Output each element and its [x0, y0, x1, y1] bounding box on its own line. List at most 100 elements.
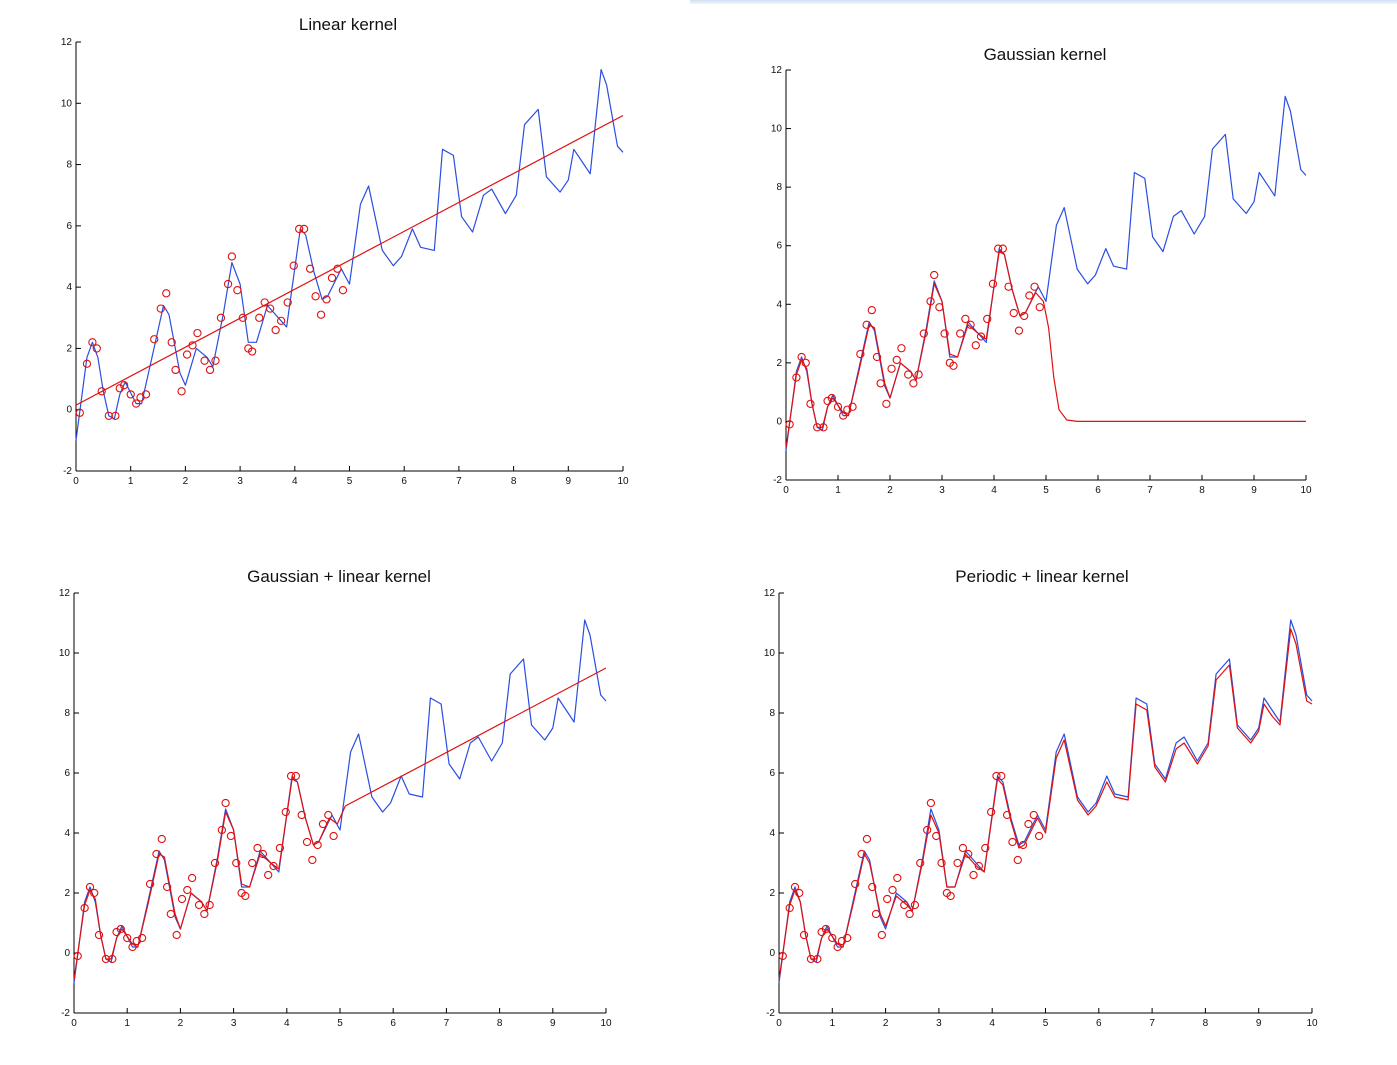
observation-point	[956, 329, 965, 338]
x-tick-label: 0	[73, 476, 79, 487]
observation-point	[795, 888, 804, 898]
observation-point	[269, 861, 278, 871]
x-tick-label: 1	[835, 485, 841, 496]
observation-point	[856, 349, 865, 359]
observation-point	[893, 873, 902, 883]
observation-point	[157, 834, 166, 844]
observation-point	[1024, 819, 1033, 829]
observation-point	[177, 387, 186, 396]
x-tick-label: 0	[71, 1018, 77, 1029]
x-tick-label: 3	[231, 1018, 237, 1029]
x-tick-label: 7	[444, 1018, 450, 1029]
observation-point	[327, 273, 337, 283]
x-tick-label: 9	[550, 1018, 556, 1029]
observation-point	[827, 393, 836, 403]
observation-point	[817, 927, 826, 937]
observation-point	[338, 286, 348, 295]
observation-point	[275, 843, 285, 853]
observation-point	[1008, 837, 1017, 847]
x-tick-label: 6	[401, 476, 407, 487]
prediction-line	[73, 667, 607, 981]
observation-point	[949, 361, 958, 370]
observation-point	[953, 858, 962, 868]
observation-point	[801, 358, 810, 368]
true-function-line	[73, 619, 607, 984]
observation-point	[1013, 855, 1022, 865]
observation-point	[128, 942, 137, 952]
y-tick-label: 12	[61, 37, 73, 48]
y-tick-label: 10	[59, 648, 71, 659]
observation-point	[785, 420, 794, 429]
y-tick-label: -2	[61, 1008, 70, 1019]
observation-point	[986, 807, 996, 817]
observation-point	[937, 858, 946, 868]
observation-point	[813, 423, 822, 432]
observation-point	[862, 320, 871, 329]
observation-point	[819, 423, 828, 432]
observation-point	[150, 335, 159, 344]
observation-point	[778, 951, 787, 961]
y-tick-label: 12	[771, 65, 783, 76]
x-tick-label: 10	[1306, 1018, 1318, 1029]
observation-point	[295, 224, 304, 234]
observation-point	[94, 930, 104, 940]
observation-point	[266, 304, 275, 313]
x-tick-label: 4	[989, 1018, 995, 1029]
y-tick-label: 2	[776, 358, 782, 369]
observation-point	[80, 903, 89, 913]
observation-point	[806, 954, 816, 964]
observation-point	[806, 399, 815, 409]
observation-point	[997, 771, 1006, 781]
y-tick-label: -2	[766, 1008, 775, 1019]
observation-point	[971, 341, 980, 350]
x-tick-label: 10	[600, 1018, 612, 1029]
observation-point	[914, 370, 923, 379]
subplot-title: Gaussian + linear kernel	[247, 567, 431, 586]
observation-point	[329, 831, 338, 841]
observation-point	[162, 289, 171, 298]
observation-point	[862, 834, 872, 844]
observation-point	[85, 882, 95, 892]
observation-point	[909, 379, 918, 388]
observation-point	[97, 387, 106, 396]
true-function-line	[778, 619, 1313, 984]
observation-point	[116, 924, 125, 934]
observation-point	[797, 352, 806, 362]
x-tick-label: 0	[776, 1018, 782, 1029]
observation-point	[137, 933, 147, 943]
observation-point	[961, 314, 970, 324]
observation-point	[316, 310, 326, 319]
observation-point	[276, 316, 286, 325]
observation-point	[193, 328, 202, 338]
observation-point	[311, 292, 320, 301]
y-tick-label: 4	[769, 828, 775, 839]
x-tick-label: 5	[1043, 485, 1049, 496]
observation-point	[217, 825, 227, 835]
observation-point	[872, 352, 882, 362]
observation-point	[111, 411, 120, 420]
observation-point	[828, 933, 837, 943]
x-tick-label: 4	[991, 485, 997, 496]
observation-point	[241, 891, 250, 901]
observation-point	[112, 927, 121, 937]
y-tick-label: 2	[64, 888, 70, 899]
observation-point	[152, 849, 161, 859]
observation-point	[324, 810, 333, 820]
observation-point	[108, 954, 117, 964]
observation-point	[162, 882, 172, 892]
observation-point	[90, 888, 99, 898]
observation-point	[172, 930, 181, 940]
x-tick-label: 3	[939, 485, 945, 496]
observation-point	[871, 909, 881, 919]
x-tick-label: 7	[1149, 1018, 1155, 1029]
observation-point	[1002, 810, 1012, 820]
observation-point	[253, 843, 262, 853]
observation-point	[946, 891, 955, 901]
y-tick-label: 2	[66, 343, 72, 354]
observation-point	[1025, 291, 1034, 300]
observation-point	[227, 252, 237, 261]
x-tick-label: 10	[617, 476, 629, 487]
observation-point	[877, 930, 887, 940]
x-tick-label: 1	[124, 1018, 130, 1029]
